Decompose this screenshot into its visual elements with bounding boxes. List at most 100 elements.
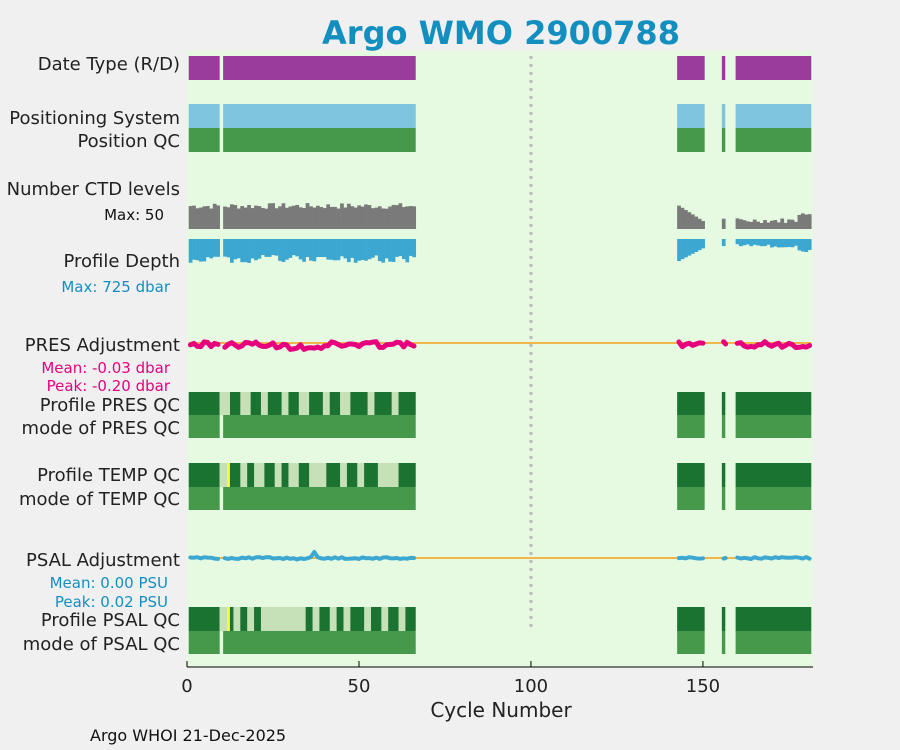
profile-depth-bar-34 xyxy=(302,239,306,262)
psal-qc-bar-segment-4 xyxy=(735,607,812,631)
psal-adjustment-line-0 xyxy=(188,555,220,561)
profile-depth-bar-178 xyxy=(797,239,802,251)
profile-depth-bar-44 xyxy=(336,239,341,261)
ctd-level-bar-168 xyxy=(763,220,767,229)
ctd-level-bar-16 xyxy=(240,206,245,229)
ctd-level-bar-64 xyxy=(405,206,410,229)
temp-mode-bar-segment-3 xyxy=(721,487,726,510)
ctd-level-bar-14 xyxy=(233,205,238,229)
ctd-level-bar-179 xyxy=(800,213,805,229)
row-label-pres-mode: mode of PRES QC xyxy=(22,418,180,439)
psal-qc-probably-good-0 xyxy=(219,607,230,631)
psal-adjustment-line-3 xyxy=(721,556,728,561)
profile-depth-bar-40 xyxy=(322,239,327,258)
profile-depth-bar-175 xyxy=(787,239,791,247)
profile-depth-bar-143 xyxy=(677,239,681,261)
profile-depth-bar-147 xyxy=(690,239,695,254)
ctd-level-bar-5 xyxy=(202,206,207,229)
position-qc-bar-segment-0 xyxy=(188,128,220,152)
ctd-level-bar-49 xyxy=(353,207,358,229)
profile-depth-bar-171 xyxy=(773,239,778,247)
ctd-level-bar-62 xyxy=(398,203,403,229)
profile-depth-bar-181 xyxy=(807,239,812,251)
pres-qc-probably-good-5 xyxy=(322,392,330,415)
ctd-level-bar-156 xyxy=(721,218,726,229)
ctd-level-bar-51 xyxy=(360,206,365,229)
temp-qc-bar-segment-0 xyxy=(188,463,220,487)
ctd-level-bar-150 xyxy=(701,221,705,229)
profile-depth-bar-170 xyxy=(770,239,774,248)
ctd-level-bar-48 xyxy=(350,206,355,229)
psal-mode-bar-segment-0 xyxy=(188,631,220,654)
profile-depth-bar-58 xyxy=(384,239,389,259)
profile-depth-bar-29 xyxy=(285,239,289,260)
profile-depth-bar-11 xyxy=(223,239,227,257)
ctd-level-bar-180 xyxy=(804,214,809,229)
psal-qc-probably-good-6 xyxy=(343,607,351,631)
ctd-level-bar-63 xyxy=(401,207,406,229)
profile-depth-bar-18 xyxy=(247,239,251,263)
ctd-level-bar-33 xyxy=(298,207,303,229)
row-label-psal-adjustment: PSAL Adjustment xyxy=(26,550,180,571)
profile-depth-bar-24 xyxy=(267,239,272,257)
ctd-level-bar-42 xyxy=(329,206,334,229)
pres-qc-bar-segment-1 xyxy=(223,392,416,415)
date-type-bar-segment-2 xyxy=(677,56,705,80)
ctd-level-bar-162 xyxy=(742,220,747,229)
profile-depth-bar-39 xyxy=(319,239,324,258)
row-label-pres-qc: Profile PRES QC xyxy=(40,395,180,416)
pres-qc-probably-good-6 xyxy=(340,392,351,415)
psal-qc-probably-good-8 xyxy=(381,607,389,631)
temp-qc-yellow-0 xyxy=(227,463,230,487)
profile-depth-bar-168 xyxy=(763,239,767,247)
ctd-level-bar-170 xyxy=(770,220,774,229)
profile-depth-bar-66 xyxy=(412,239,417,258)
ctd-level-bar-44 xyxy=(336,208,341,229)
temp-qc-probably-good-0 xyxy=(219,463,230,487)
ctd-level-bar-147 xyxy=(690,214,695,229)
ctd-level-bar-37 xyxy=(312,207,317,229)
profile-depth-bar-8 xyxy=(212,239,217,257)
profile-depth-bar-50 xyxy=(357,239,361,261)
ctd-level-bar-149 xyxy=(697,218,702,229)
temp-mode-bar-segment-0 xyxy=(188,487,220,510)
ctd-level-bar-53 xyxy=(367,205,372,229)
profile-depth-bar-172 xyxy=(776,239,781,248)
ctd-level-bar-21 xyxy=(257,206,262,229)
ctd-level-bar-145 xyxy=(684,210,688,229)
ctd-level-bar-18 xyxy=(247,204,251,229)
profile-depth-bar-65 xyxy=(408,239,413,256)
profile-depth-bar-48 xyxy=(350,239,355,258)
ctd-level-bar-175 xyxy=(787,219,791,229)
profile-depth-bar-62 xyxy=(398,239,403,257)
ctd-level-bar-176 xyxy=(790,219,795,229)
psal-mode-bar-segment-4 xyxy=(735,631,812,654)
ctd-level-bar-50 xyxy=(357,205,361,229)
pres-qc-bar-segment-2 xyxy=(677,392,705,415)
x-tick-label-50: 50 xyxy=(348,676,371,697)
profile-depth-bar-12 xyxy=(226,239,231,258)
profile-depth-bar-2 xyxy=(192,239,196,260)
ctd-level-bar-181 xyxy=(807,214,812,229)
ctd-level-bar-8 xyxy=(212,203,217,229)
temp-qc-bar-segment-3 xyxy=(721,463,726,487)
pres-qc-probably-good-8 xyxy=(391,392,399,415)
ctd-level-bar-11 xyxy=(223,206,227,229)
ctd-level-bar-171 xyxy=(773,220,778,229)
profile-depth-bar-146 xyxy=(687,239,692,256)
date-type-bar-segment-3 xyxy=(721,56,726,80)
psal-qc-probably-good-7 xyxy=(364,607,372,631)
ctd-level-bar-172 xyxy=(776,222,781,229)
profile-depth-bar-27 xyxy=(278,239,282,261)
profile-depth-bar-6 xyxy=(205,239,210,258)
row-label-date-type: Date Type (R/D) xyxy=(38,54,180,75)
ctd-level-bar-178 xyxy=(797,214,802,229)
ctd-level-bar-160 xyxy=(735,218,740,229)
profile-depth-bar-51 xyxy=(360,239,365,260)
profile-depth-bar-173 xyxy=(780,239,785,248)
profile-depth-bar-43 xyxy=(333,239,337,261)
profile-depth-bar-21 xyxy=(257,239,262,259)
pres-mode-bar-segment-2 xyxy=(677,415,705,438)
profile-depth-bar-37 xyxy=(312,239,317,262)
profile-depth-bar-156 xyxy=(721,239,726,247)
